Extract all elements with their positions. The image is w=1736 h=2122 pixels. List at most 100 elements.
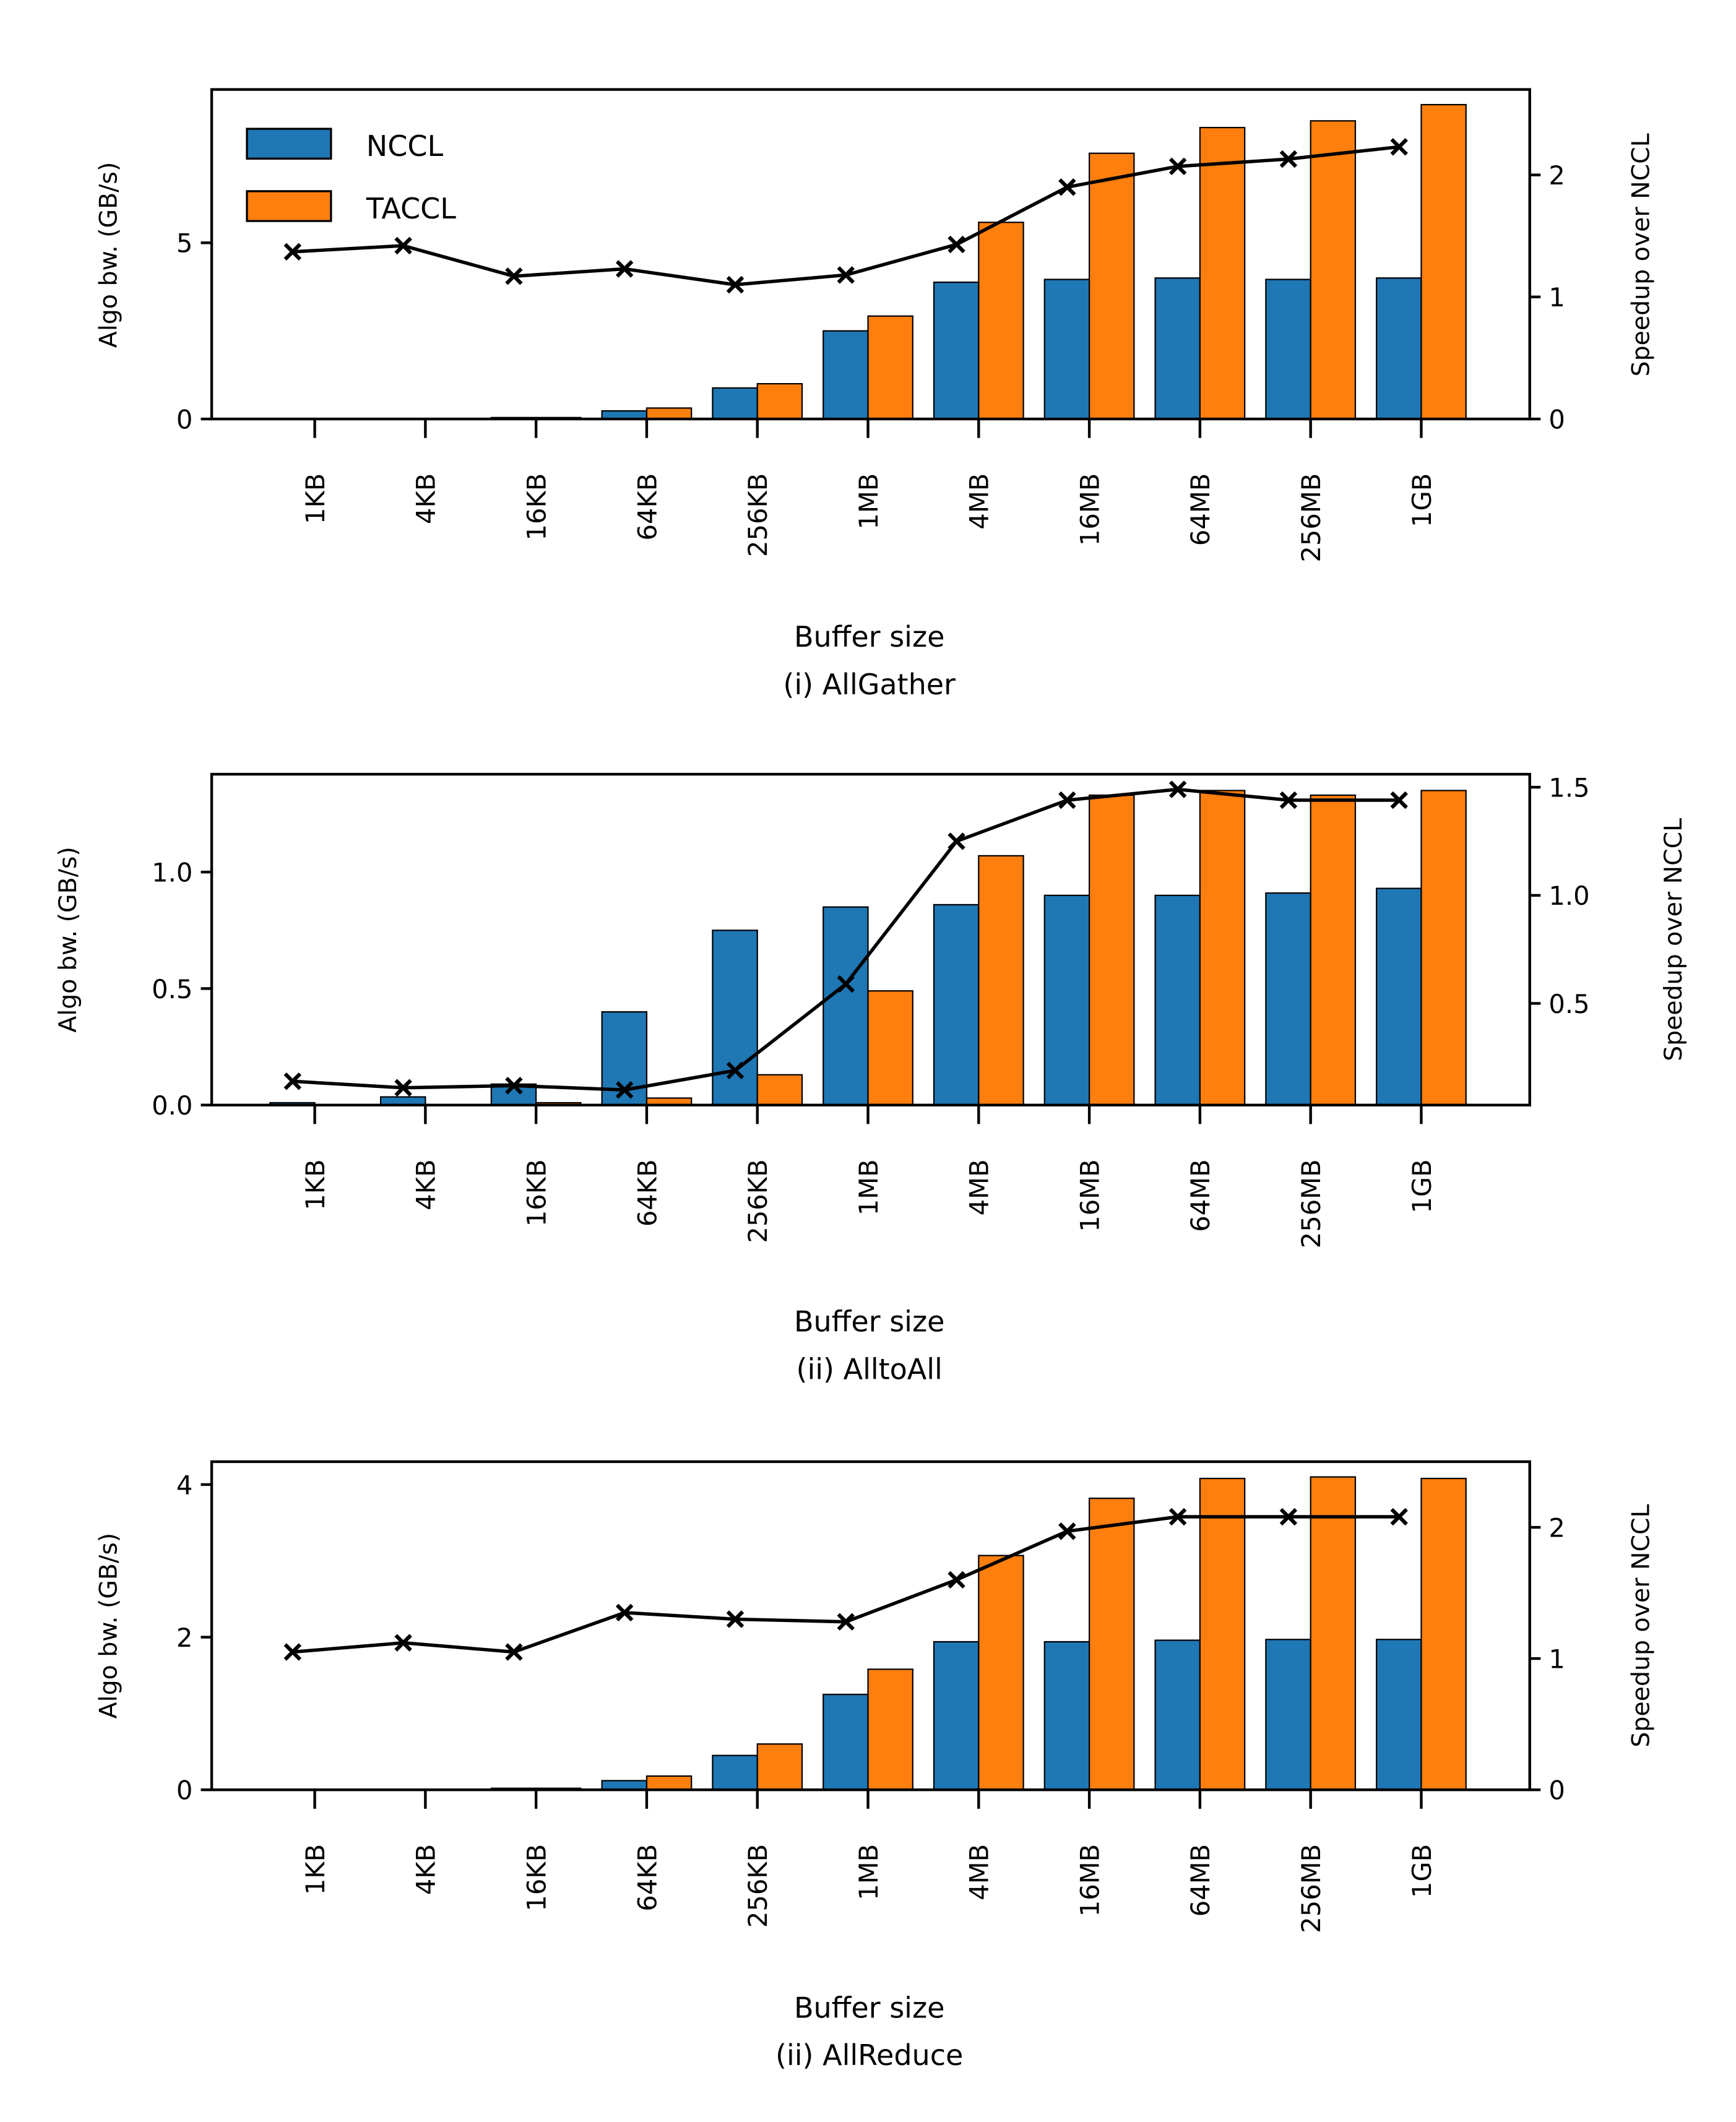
bar-nccl-16MB — [1043, 1641, 1090, 1791]
y2-axis-label: Speedup over NCCL — [1627, 1504, 1656, 1748]
y2-tick-label: 2 — [1548, 160, 1565, 191]
x-tick-label: 256MB — [1296, 1844, 1326, 1933]
bar-taccl-4MB — [978, 1555, 1024, 1791]
speedup-marker-4KB — [394, 236, 412, 255]
bar-nccl-1GB — [1376, 277, 1422, 420]
x-tick-label: 4KB — [411, 1844, 441, 1895]
y2-tick-label: 0 — [1548, 1775, 1565, 1806]
plot-frame — [210, 1460, 1531, 1792]
x-tick-label: 1MB — [853, 473, 884, 530]
speedup-marker-256MB — [1279, 791, 1298, 809]
bar-taccl-1GB — [1420, 103, 1467, 420]
speedup-marker-1MB — [837, 1613, 855, 1631]
x-tick-label: 64MB — [1185, 1159, 1216, 1231]
x-tick-label: 256MB — [1296, 1159, 1326, 1248]
bar-taccl-64KB — [646, 1775, 693, 1791]
bar-taccl-256MB — [1310, 1476, 1357, 1791]
speedup-marker-256KB — [726, 1061, 745, 1080]
y-tick-label: 0.0 — [152, 1090, 192, 1121]
bar-taccl-64MB — [1199, 127, 1246, 420]
legend-swatch-nccl — [246, 127, 332, 160]
bar-nccl-4MB — [933, 281, 980, 420]
bar-nccl-64KB — [601, 1780, 648, 1791]
bar-nccl-1GB — [1376, 887, 1422, 1106]
bar-taccl-1MB — [867, 990, 913, 1106]
speedup-marker-16MB — [1058, 1522, 1076, 1540]
x-tick-label: 4KB — [411, 1159, 441, 1210]
speedup-marker-4MB — [948, 1571, 965, 1589]
x-tick-label: 16KB — [521, 1844, 551, 1912]
x-axis-label: Buffer size — [794, 620, 944, 653]
speedup-marker-256MB — [1279, 1507, 1298, 1526]
y2-axis-label: Speedup over NCCL — [1627, 133, 1656, 376]
bar-taccl-256MB — [1310, 120, 1357, 420]
x-tick-label: 1MB — [853, 1844, 884, 1900]
speedup-marker-64MB — [1168, 157, 1187, 176]
bar-nccl-256KB — [712, 1754, 758, 1791]
y2-tick-label: 1.0 — [1548, 881, 1589, 911]
bar-nccl-256KB — [712, 929, 758, 1106]
speedup-marker-16KB — [505, 1643, 523, 1661]
legend-label-taccl: TACCL — [366, 192, 456, 225]
speedup-marker-64KB — [615, 260, 634, 278]
speedup-marker-16MB — [1058, 791, 1076, 809]
bar-nccl-1GB — [1376, 1639, 1422, 1791]
x-tick-label: 64KB — [632, 473, 662, 541]
panel-alltoall: Algo bw. (GB/s) Speedup over NCCL Buffer… — [54, 772, 1688, 1386]
y2-tick-label: 2 — [1548, 1512, 1565, 1543]
speedup-marker-4KB — [394, 1079, 412, 1097]
bar-nccl-1MB — [823, 330, 869, 420]
speedup-marker-1GB — [1390, 1507, 1408, 1526]
x-tick-label: 16MB — [1074, 473, 1105, 546]
speedup-marker-64MB — [1168, 1507, 1187, 1526]
y-tick-label: 0 — [176, 404, 192, 434]
bar-nccl-256MB — [1265, 1639, 1311, 1791]
bar-nccl-4MB — [933, 1641, 980, 1791]
speedup-marker-4KB — [394, 1634, 412, 1652]
x-tick-label: 1GB — [1407, 473, 1437, 527]
panel-allreduce: Algo bw. (GB/s) Speedup over NCCL Buffer… — [95, 1460, 1656, 2072]
speedup-marker-16KB — [505, 267, 523, 285]
speedup-marker-1MB — [837, 266, 855, 284]
y-tick-label: 5 — [176, 228, 192, 259]
bar-taccl-1MB — [867, 315, 913, 420]
panel-allgather: Algo bw. (GB/s) Speedup over NCCL Buffer… — [95, 88, 1656, 701]
speedup-marker-1MB — [837, 975, 855, 993]
speedup-marker-1GB — [1390, 791, 1408, 809]
y-axis-label: Algo bw. (GB/s) — [95, 162, 123, 348]
speedup-marker-4MB — [948, 235, 965, 254]
x-axis-label: Buffer size — [794, 1305, 944, 1339]
bar-taccl-64KB — [646, 407, 693, 420]
bar-taccl-256KB — [756, 1074, 803, 1106]
x-tick-label: 64KB — [632, 1159, 662, 1227]
x-tick-label: 64KB — [632, 1844, 662, 1912]
bar-taccl-1GB — [1420, 1477, 1467, 1791]
y-axis-label: Algo bw. (GB/s) — [95, 1533, 123, 1719]
bar-nccl-64MB — [1154, 277, 1201, 420]
bar-taccl-4MB — [978, 222, 1024, 420]
speedup-marker-16MB — [1058, 178, 1076, 196]
x-tick-label: 256KB — [743, 1159, 773, 1243]
speedup-marker-256KB — [726, 275, 745, 294]
speedup-marker-4MB — [948, 832, 965, 850]
bars — [490, 103, 1467, 420]
bar-taccl-16MB — [1088, 1498, 1135, 1791]
bar-nccl-256MB — [1265, 892, 1311, 1106]
speedup-marker-1KB — [283, 1643, 302, 1661]
speedup-marker-64MB — [1168, 780, 1187, 798]
y2-tick-label: 0 — [1548, 404, 1565, 434]
bar-nccl-16MB — [1043, 278, 1090, 420]
bar-taccl-16MB — [1088, 152, 1135, 420]
x-tick-label: 256KB — [743, 1844, 773, 1928]
bar-nccl-64MB — [1154, 1639, 1201, 1791]
x-tick-label: 1KB — [300, 1159, 330, 1210]
bar-nccl-1MB — [823, 1693, 869, 1791]
speedup-marker-1KB — [283, 1072, 302, 1090]
x-tick-label: 16KB — [521, 473, 551, 541]
speedup-marker-64KB — [615, 1081, 634, 1099]
speedup-marker-1KB — [283, 243, 302, 261]
x-tick-label: 4MB — [964, 1844, 995, 1900]
speedup-marker-1GB — [1390, 138, 1408, 156]
x-tick-label: 4KB — [411, 473, 441, 524]
